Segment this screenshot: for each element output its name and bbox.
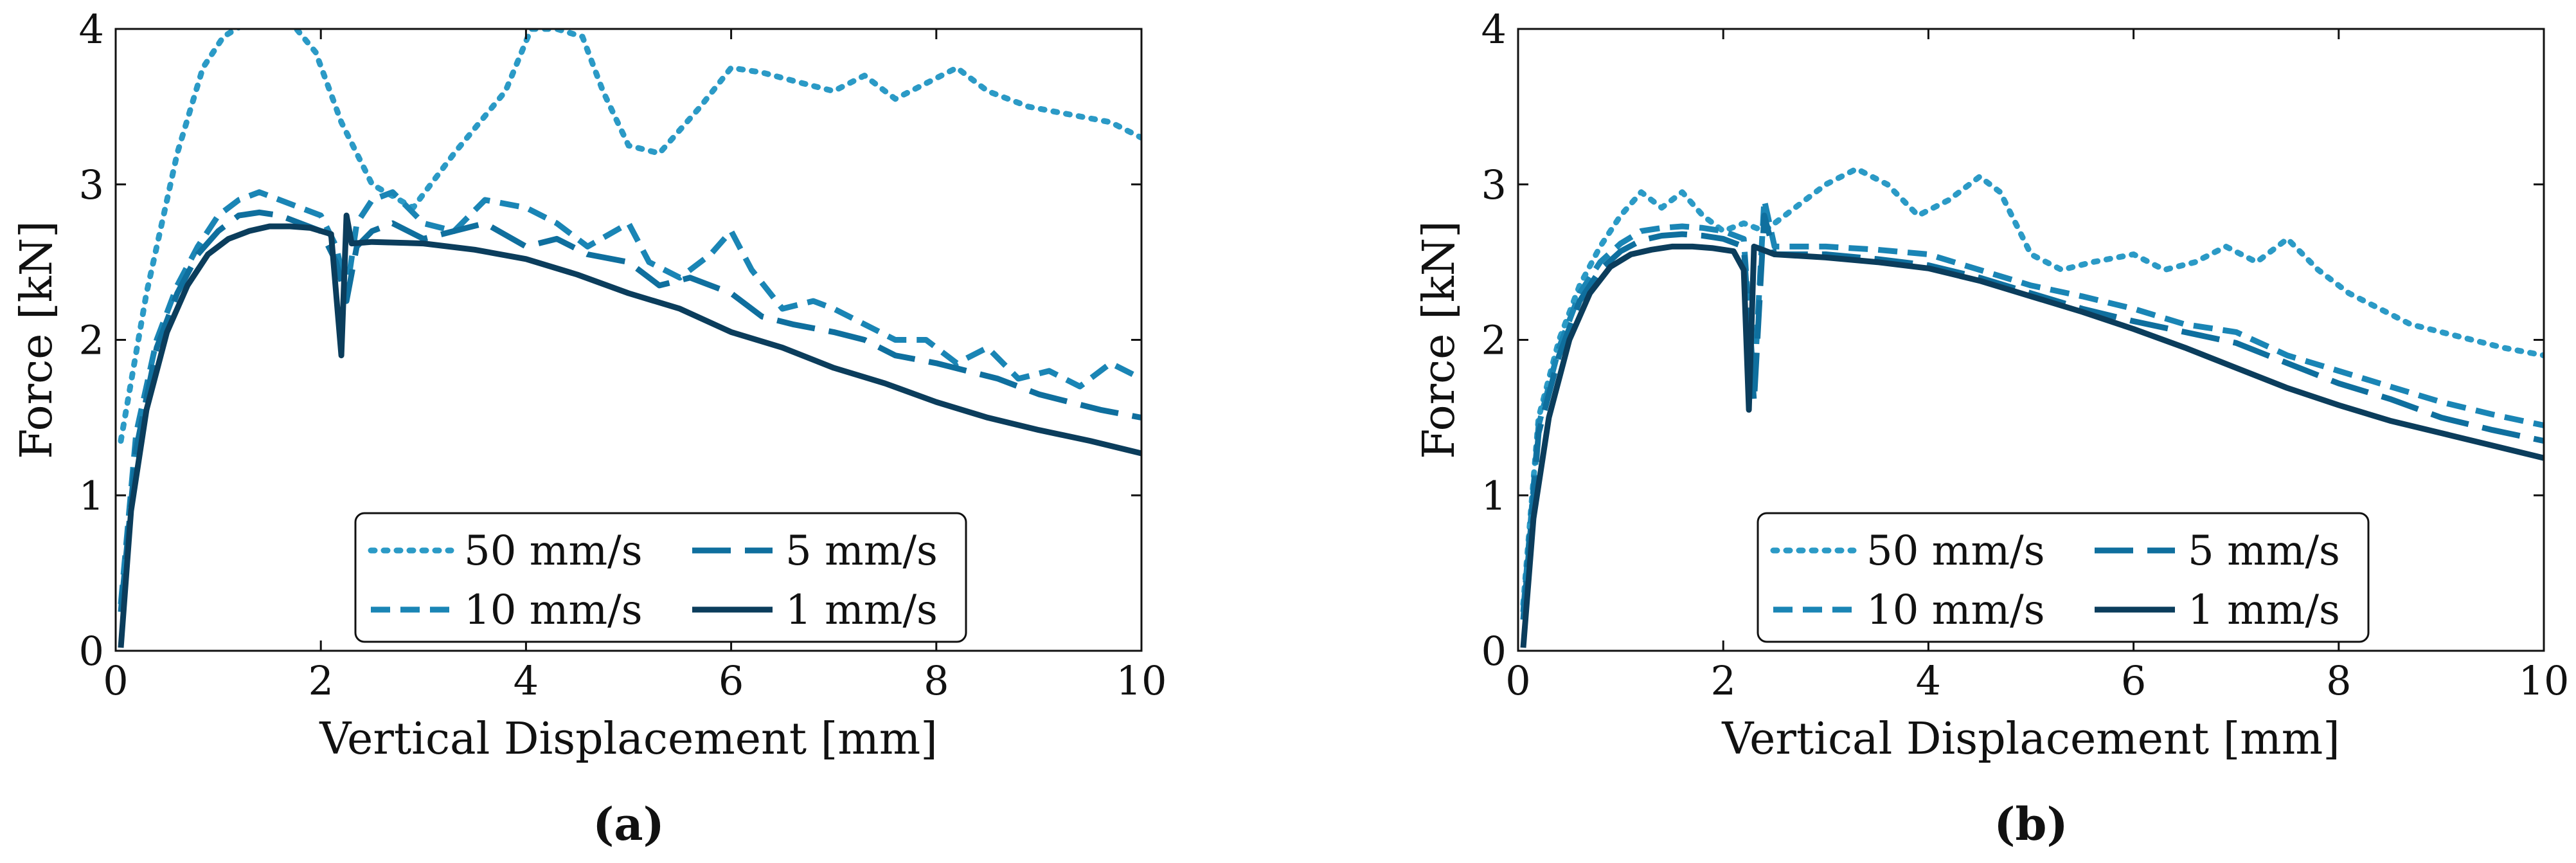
x-tick-label: 2 bbox=[308, 657, 333, 704]
series-group bbox=[1520, 166, 2544, 648]
panel-label: (a) bbox=[593, 797, 665, 851]
x-tick-label: 8 bbox=[924, 657, 949, 704]
series-line-5-mm-s bbox=[118, 209, 1141, 613]
y-tick-label: 3 bbox=[1481, 161, 1507, 208]
x-tick-label: 8 bbox=[2326, 657, 2351, 704]
y-axis-label: Force [kN] bbox=[12, 221, 62, 459]
series-group bbox=[118, 29, 1141, 648]
legend-entry-label: 1 mm/s bbox=[785, 586, 938, 634]
series-line-1-mm-s bbox=[118, 212, 1141, 648]
x-tick-label: 0 bbox=[1505, 657, 1530, 704]
series-line-10-mm-s bbox=[1520, 197, 2544, 612]
legend-entry-label: 50 mm/s bbox=[1866, 527, 2045, 575]
series-line-50-mm-s bbox=[1520, 166, 2544, 607]
y-tick-label: 0 bbox=[1481, 628, 1507, 675]
y-tick-label: 4 bbox=[79, 6, 104, 53]
x-tick-label: 10 bbox=[1116, 657, 1167, 704]
x-tick-label: 10 bbox=[2519, 657, 2570, 704]
y-tick-label: 2 bbox=[79, 317, 104, 364]
x-tick-label: 4 bbox=[1916, 657, 1941, 704]
legend-entry-label: 50 mm/s bbox=[464, 527, 643, 575]
legend-box bbox=[354, 512, 967, 643]
x-tick-label: 0 bbox=[103, 657, 128, 704]
legend: 50 mm/s 10 mm/s 5 mm/s 1 mm/s bbox=[354, 512, 967, 643]
y-tick-label: 1 bbox=[79, 472, 104, 519]
y-tick-label: 0 bbox=[79, 628, 104, 675]
x-tick-label: 6 bbox=[719, 657, 744, 704]
panel-label: (b) bbox=[1994, 797, 2068, 851]
legend-entry-label: 10 mm/s bbox=[464, 586, 643, 634]
chart-panel-b: 0 2 4 6 8 10 0 1 2 3 4 Vertical Displacement [mm] Fo… bbox=[1414, 6, 2569, 851]
legend-box bbox=[1757, 512, 2370, 643]
series-line-1-mm-s bbox=[1520, 243, 2544, 648]
x-tick-label: 6 bbox=[2121, 657, 2146, 704]
legend-entry-label: 5 mm/s bbox=[785, 527, 938, 575]
legend-entry-label: 1 mm/s bbox=[2188, 586, 2340, 634]
y-tick-label: 2 bbox=[1481, 317, 1507, 364]
y-tick-label: 3 bbox=[79, 161, 104, 208]
chart-panel-a: 0 2 4 6 8 10 0 1 2 3 4 Vertical Displacement [mm] Fo… bbox=[12, 6, 1167, 851]
y-tick-label: 4 bbox=[1481, 6, 1507, 53]
x-tick-label: 2 bbox=[1710, 657, 1735, 704]
legend: 50 mm/s 10 mm/s 5 mm/s 1 mm/s bbox=[1757, 512, 2370, 643]
x-tick-label: 4 bbox=[514, 657, 539, 704]
y-tick-label: 1 bbox=[1481, 472, 1507, 519]
x-axis-label: Vertical Displacement [mm] bbox=[1721, 714, 2339, 765]
legend-entry-label: 10 mm/s bbox=[1866, 586, 2045, 634]
y-axis-label: Force [kN] bbox=[1414, 221, 1465, 459]
legend-entry-label: 5 mm/s bbox=[2188, 527, 2340, 575]
x-axis-label: Vertical Displacement [mm] bbox=[319, 714, 937, 765]
series-line-10-mm-s bbox=[118, 189, 1141, 604]
